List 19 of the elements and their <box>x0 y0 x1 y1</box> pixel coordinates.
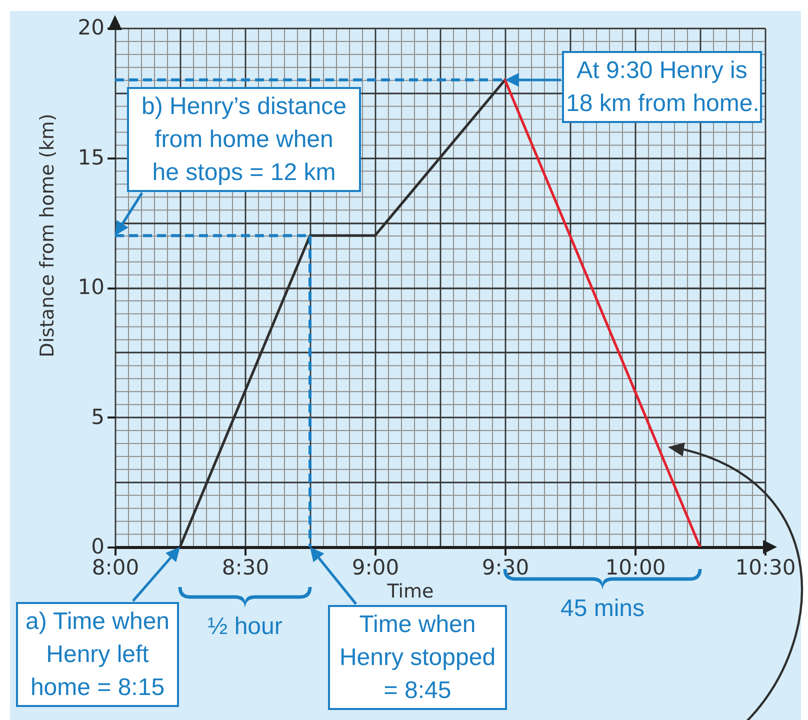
y-tick-label: 15 <box>78 145 104 170</box>
x-tick-label: 8:30 <box>222 556 270 580</box>
x-tick-label: 10:30 <box>735 556 796 580</box>
y-tick-label: 0 <box>91 534 104 558</box>
y-tick-label: 5 <box>91 404 104 429</box>
annotation: Time when Henry stopped = 8:45 <box>328 605 507 710</box>
x-tick-label: 8:00 <box>92 556 140 580</box>
annotation: a) Time when Henry left home = 8:15 <box>16 602 179 707</box>
x-tick-label: 9:30 <box>482 556 530 580</box>
x-tick-label: 9:00 <box>352 556 400 580</box>
y-tick-label: 10 <box>78 275 104 299</box>
x-tick-label: 10:00 <box>605 556 666 580</box>
y-axis-title: Distance from home (km) <box>36 114 58 358</box>
annotation: At 9:30 Henry is 18 km from home. <box>562 51 762 123</box>
x-axis-title: Time <box>386 580 434 602</box>
y-tick-label: 20 <box>78 16 104 40</box>
text: ½ hour <box>208 613 282 641</box>
text: 45 mins <box>560 595 645 623</box>
annotation: b) Henry’s distance from home when he stops = 12 km <box>127 87 361 192</box>
